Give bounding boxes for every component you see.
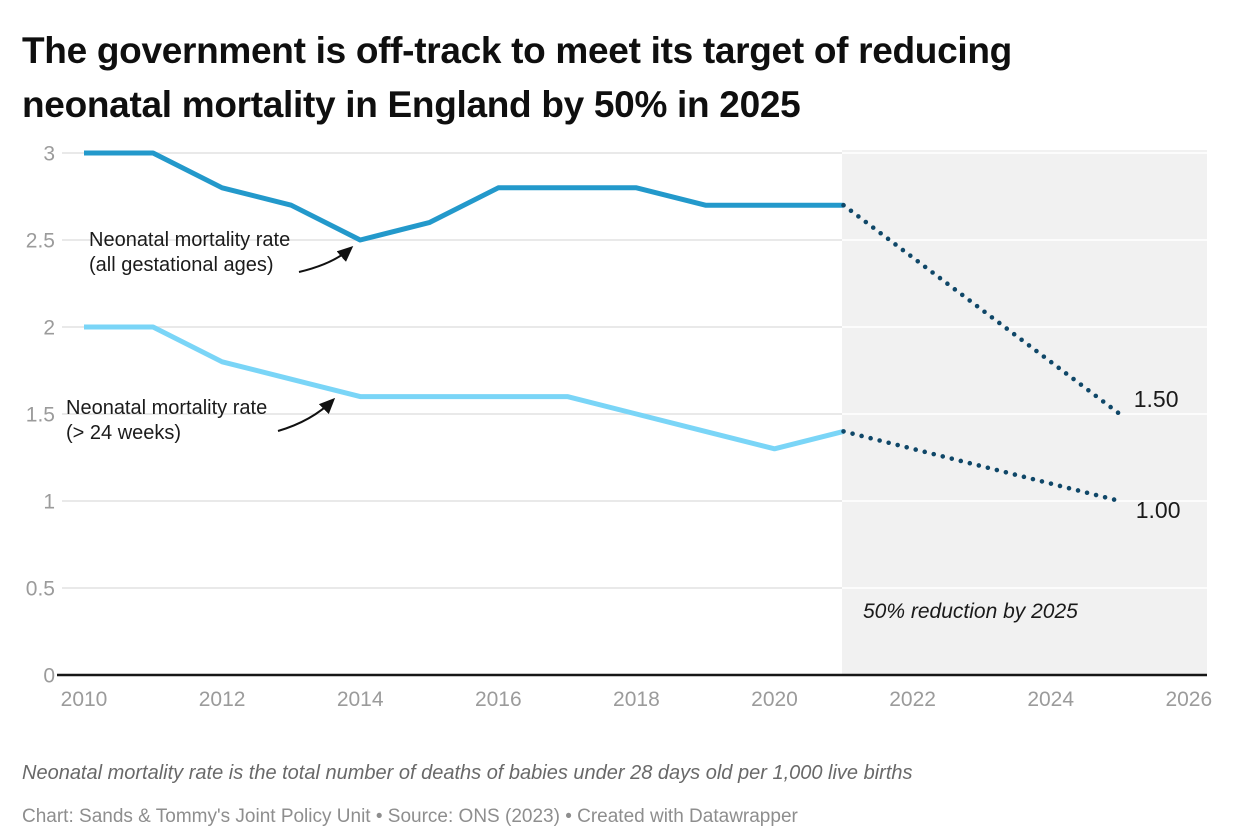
projection-line-1: [841, 429, 1123, 504]
x-axis-tick-label: 2020: [751, 688, 798, 711]
x-axis-tick-label: 2024: [1027, 688, 1074, 711]
series1-annotation-line1: Neonatal mortality rate: [89, 229, 290, 251]
series2-annotation-line1: Neonatal mortality rate: [66, 397, 267, 419]
y-axis-tick-label: 1.5: [26, 404, 55, 427]
series1-annotation-arrow-icon: [298, 246, 354, 273]
x-axis-tick-label: 2012: [199, 688, 246, 711]
projection-end-label-0: 1.50: [1134, 386, 1179, 412]
projection-line-0: [841, 202, 1123, 417]
axis-layer: 0 0.5 1 1.5 2 2.5 3 2010 2012 2014 2016 2018 2020 202…: [26, 143, 1212, 712]
target-region-layer: [842, 150, 1207, 675]
series1-annotation: Neonatal mortality rate (all gestational …: [89, 229, 290, 276]
y-axis-tick-label: 0: [43, 665, 55, 688]
chart-title-line2: neonatal mortality in England by 50% in …: [22, 84, 801, 125]
x-axis-tick-label: 2010: [61, 688, 108, 711]
chart-title-line1: The government is off-track to meet its …: [22, 30, 1012, 71]
footnote: Neonatal mortality rate is the total num…: [22, 762, 913, 784]
x-axis-tick-label: 2022: [889, 688, 936, 711]
series-layer: [84, 150, 1123, 504]
y-axis-tick-label: 2: [43, 317, 55, 340]
x-axis-tick-label: 2014: [337, 688, 384, 711]
chart-title: The government is off-track to meet its …: [22, 24, 1212, 132]
x-axis-tick-label: 2026: [1165, 688, 1212, 711]
y-axis-tick-label: 3: [43, 143, 55, 166]
series2-annotation-line2: (> 24 weeks): [66, 422, 181, 444]
series2-annotation-arrow-icon: [277, 397, 336, 432]
x-axis-tick-label: 2016: [475, 688, 522, 711]
x-axis-tick-label: 2018: [613, 688, 660, 711]
gridline-layer: [62, 152, 1207, 676]
y-axis-tick-label: 2.5: [26, 230, 55, 253]
y-axis-tick-label: 0.5: [26, 578, 55, 601]
series2-annotation: Neonatal mortality rate (> 24 weeks): [66, 397, 267, 444]
series-line-1: [84, 324, 845, 452]
y-axis-tick-label: 1: [43, 491, 55, 514]
series1-annotation-line2: (all gestational ages): [89, 254, 274, 276]
attribution-line: Chart: Sands & Tommy's Joint Policy Unit…: [22, 806, 798, 827]
target-region-note: 50% reduction by 2025: [863, 600, 1078, 623]
projection-end-label-1: 1.00: [1136, 497, 1181, 523]
series-line-0: [84, 150, 844, 243]
target-region: [842, 150, 1207, 675]
